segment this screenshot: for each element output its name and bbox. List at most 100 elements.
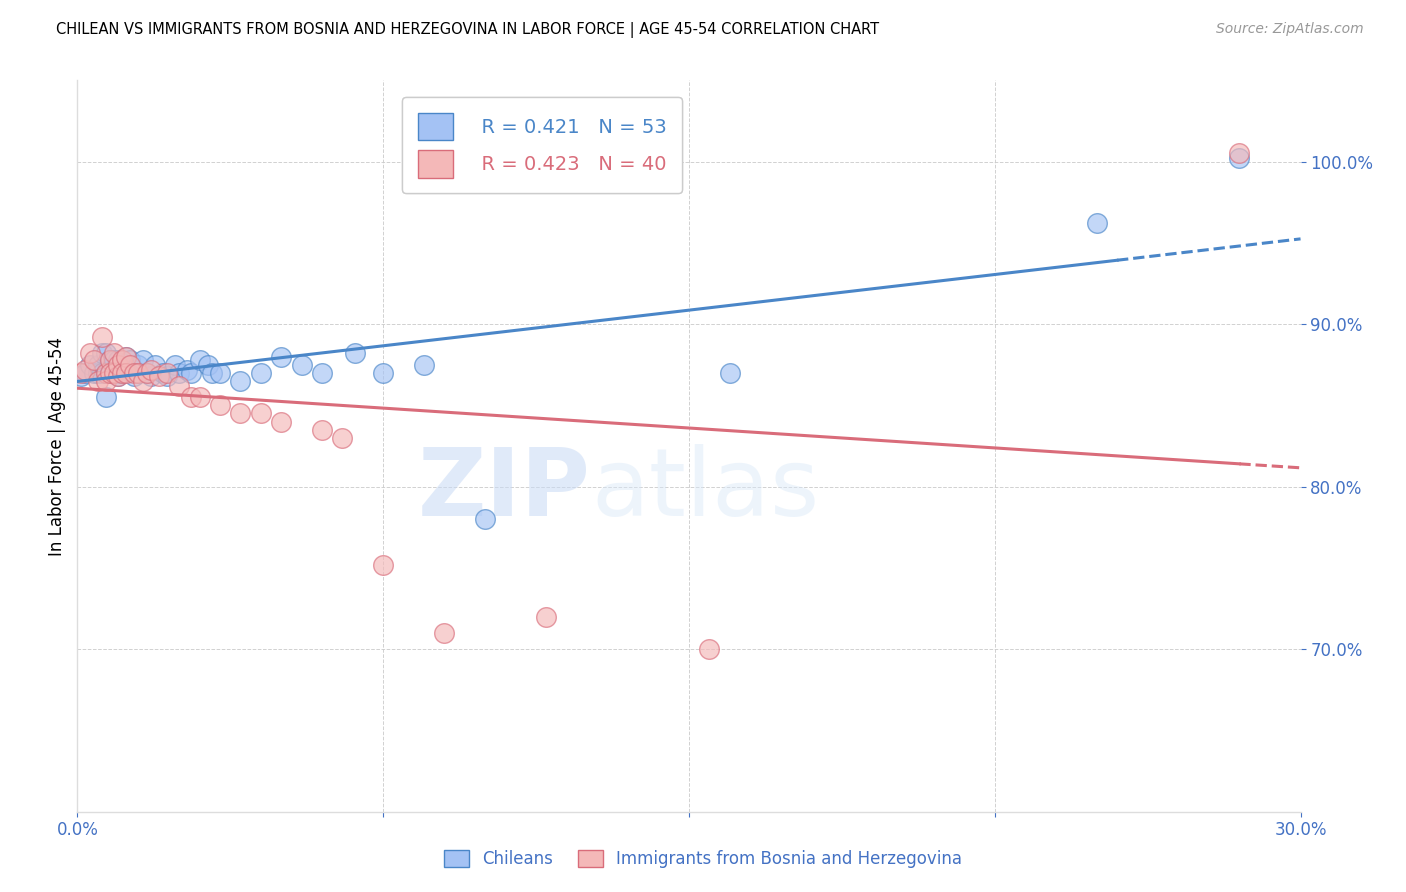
Point xyxy=(433,626,456,640)
Point xyxy=(94,366,117,380)
Point xyxy=(343,346,366,360)
Point xyxy=(115,350,138,364)
Point xyxy=(115,350,138,364)
Point xyxy=(111,352,134,367)
Point xyxy=(413,358,436,372)
Point xyxy=(371,558,394,572)
Point xyxy=(90,346,112,360)
Point xyxy=(131,352,153,367)
Point xyxy=(135,366,157,380)
Point xyxy=(188,352,211,367)
Point xyxy=(111,366,134,380)
Point xyxy=(103,352,125,367)
Text: Source: ZipAtlas.com: Source: ZipAtlas.com xyxy=(1216,22,1364,37)
Point xyxy=(718,366,741,380)
Point xyxy=(79,346,101,360)
Point xyxy=(1229,146,1251,161)
Point xyxy=(124,362,146,376)
Point xyxy=(103,366,125,380)
Point xyxy=(75,362,97,376)
Point xyxy=(103,362,125,376)
Point xyxy=(165,358,187,372)
Point xyxy=(107,352,129,367)
Point xyxy=(120,358,142,372)
Point xyxy=(111,356,134,370)
Y-axis label: In Labor Force | Age 45-54: In Labor Force | Age 45-54 xyxy=(48,336,66,556)
Point xyxy=(169,366,191,380)
Point xyxy=(131,374,153,388)
Point xyxy=(127,366,149,380)
Point xyxy=(156,369,179,384)
Point xyxy=(115,366,138,380)
Point xyxy=(90,330,112,344)
Point xyxy=(124,369,146,384)
Point xyxy=(152,366,174,380)
Point xyxy=(270,350,292,364)
Point xyxy=(107,366,129,380)
Point xyxy=(143,358,166,372)
Point xyxy=(371,366,394,380)
Point xyxy=(311,366,333,380)
Point xyxy=(139,362,162,376)
Point xyxy=(139,369,162,384)
Point xyxy=(180,390,202,404)
Point xyxy=(83,352,105,367)
Point xyxy=(79,358,101,372)
Point xyxy=(148,369,170,384)
Point xyxy=(87,366,110,380)
Point xyxy=(107,358,129,372)
Point xyxy=(290,358,312,372)
Point xyxy=(699,642,721,657)
Point xyxy=(201,366,224,380)
Point xyxy=(270,415,292,429)
Point xyxy=(534,609,557,624)
Legend: Chileans, Immigrants from Bosnia and Herzegovina: Chileans, Immigrants from Bosnia and Her… xyxy=(437,843,969,875)
Point xyxy=(1085,216,1108,230)
Point xyxy=(90,366,112,380)
Point xyxy=(208,398,231,412)
Point xyxy=(176,362,198,376)
Point xyxy=(124,366,146,380)
Point xyxy=(208,366,231,380)
Point xyxy=(120,352,142,367)
Point xyxy=(127,358,149,372)
Point xyxy=(107,369,129,384)
Point xyxy=(311,423,333,437)
Point xyxy=(70,366,93,380)
Point xyxy=(70,369,93,384)
Point xyxy=(250,407,273,421)
Point xyxy=(197,358,219,372)
Point xyxy=(94,366,117,380)
Point xyxy=(98,352,121,367)
Point xyxy=(94,346,117,360)
Point xyxy=(103,346,125,360)
Point xyxy=(83,366,105,380)
Point xyxy=(1229,151,1251,165)
Text: ZIP: ZIP xyxy=(418,444,591,536)
Point xyxy=(188,390,211,404)
Text: atlas: atlas xyxy=(591,444,820,536)
Point xyxy=(87,358,110,372)
Point xyxy=(127,366,149,380)
Text: CHILEAN VS IMMIGRANTS FROM BOSNIA AND HERZEGOVINA IN LABOR FORCE | AGE 45-54 COR: CHILEAN VS IMMIGRANTS FROM BOSNIA AND HE… xyxy=(56,22,879,38)
Point xyxy=(107,369,129,384)
Point xyxy=(332,431,354,445)
Legend:   R = 0.421   N = 53,   R = 0.423   N = 40: R = 0.421 N = 53, R = 0.423 N = 40 xyxy=(402,97,682,194)
Point xyxy=(156,366,179,380)
Point xyxy=(98,366,121,380)
Point xyxy=(229,407,252,421)
Point xyxy=(75,366,97,380)
Point xyxy=(111,366,134,380)
Point xyxy=(229,374,252,388)
Point xyxy=(169,379,191,393)
Point xyxy=(87,374,110,388)
Point xyxy=(474,512,496,526)
Point xyxy=(98,352,121,367)
Point xyxy=(250,366,273,380)
Point xyxy=(135,366,157,380)
Point xyxy=(115,362,138,376)
Point xyxy=(94,390,117,404)
Point xyxy=(98,366,121,380)
Point xyxy=(94,374,117,388)
Point xyxy=(180,366,202,380)
